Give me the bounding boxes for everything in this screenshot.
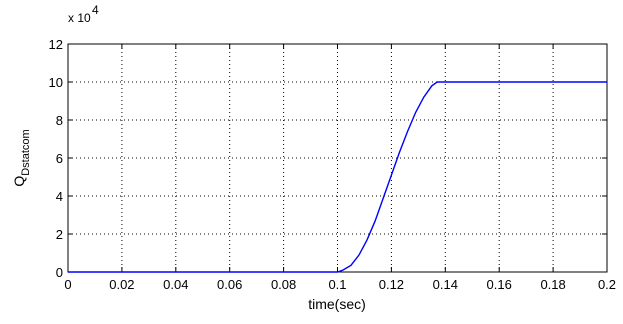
y-tick-label: 4 [56, 189, 63, 204]
series-line [68, 81, 607, 273]
x-tick-label: 0.18 [540, 277, 565, 292]
x-tick-label: 0.04 [163, 277, 188, 292]
x-axis-label: time(sec) [308, 296, 366, 312]
y-axis-label-main: Q [11, 176, 27, 187]
x-tick-label: 0 [64, 277, 71, 292]
x-tick-label: 0.08 [271, 277, 296, 292]
x-tick-label: 0.1 [328, 277, 346, 292]
y-tick-label: 8 [56, 113, 63, 128]
grid [68, 44, 607, 272]
y-tick-label: 6 [56, 151, 63, 166]
y-axis-label: QDstatcom [11, 129, 32, 186]
svg-text:QDstatcom: QDstatcom [11, 129, 32, 186]
y-axis-label-sub: Dstatcom [20, 129, 32, 175]
x-tick-label: 0.2 [598, 277, 616, 292]
y-exponent-power: 4 [92, 3, 99, 17]
x-tick-label: 0.14 [433, 277, 458, 292]
x-tick-label: 0.16 [487, 277, 512, 292]
axis-ticks [67, 43, 608, 273]
y-tick-labels: 0 2 4 6 8 10 12 [49, 37, 63, 280]
x-tick-label: 0.12 [379, 277, 404, 292]
y-tick-label: 10 [49, 75, 63, 90]
series [68, 81, 607, 273]
x-tick-label: 0.02 [109, 277, 134, 292]
x-tick-label: 0.06 [217, 277, 242, 292]
y-exponent-label: x 10 [68, 11, 91, 25]
y-tick-label: 0 [56, 265, 63, 280]
y-tick-label: 2 [56, 227, 63, 242]
y-tick-label: 12 [49, 37, 63, 52]
x-tick-labels: 0 0.02 0.04 0.06 0.08 0.1 0.12 0.14 0.16 0.18 0.2 [64, 277, 616, 292]
